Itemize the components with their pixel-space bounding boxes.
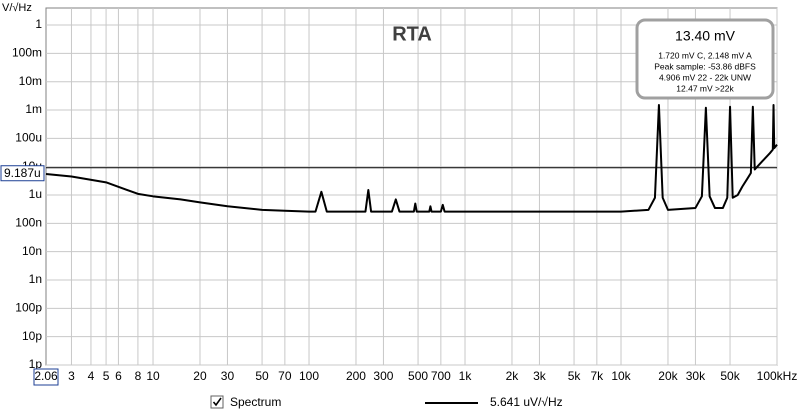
x-tick-label: 100kHz: [757, 369, 798, 383]
chart-title: RTA: [392, 23, 432, 45]
y-axis-label: V/√Hz: [2, 2, 32, 14]
info-title: 13.40 mV: [675, 28, 736, 44]
y-tick-label: 10m: [19, 74, 42, 88]
info-line: 12.47 mV >22k: [676, 83, 734, 93]
x-tick-label: 500: [408, 369, 428, 383]
x-tick-label: 200: [346, 369, 366, 383]
cursor-label-box: [0, 165, 45, 182]
x-tick-label: 20: [193, 369, 207, 383]
cursor-label-box: [33, 368, 59, 386]
y-tick-label: 1p: [29, 357, 43, 371]
info-line: 1.720 mV C, 2.148 mV A: [658, 50, 752, 60]
cursor-y-label: 9.187u: [4, 166, 41, 180]
y-tick-label: 10n: [22, 244, 42, 258]
x-tick-label: 7k: [591, 369, 605, 383]
y-tick-label: 1u: [29, 187, 42, 201]
y-tick-label: 100u: [15, 131, 42, 145]
info-box: [635, 18, 775, 100]
y-tick-label: 1n: [29, 272, 42, 286]
y-tick-label: 100m: [12, 46, 42, 60]
x-tick-label: 30k: [686, 369, 706, 383]
y-tick-label: 1: [35, 17, 42, 31]
x-tick-label: 10k: [611, 369, 631, 383]
x-tick-label: 100: [299, 369, 319, 383]
x-tick-label: 5k: [568, 369, 582, 383]
x-tick-label: 50k: [720, 369, 740, 383]
x-tick-label: 5: [103, 369, 110, 383]
x-tick-label: 70: [278, 369, 292, 383]
x-tick-label: 700: [431, 369, 451, 383]
legend-label: Spectrum: [230, 395, 281, 409]
x-tick-label: 6: [115, 369, 122, 383]
checkmark: [212, 397, 222, 407]
y-tick-label: 10p: [22, 329, 42, 343]
y-tick-label: 100n: [15, 216, 42, 230]
info-line: Peak sample: -53.86 dBFS: [654, 61, 756, 71]
x-tick-label: 3k: [533, 369, 547, 383]
x-tick-label: 8: [135, 369, 142, 383]
x-tick-label: 50: [255, 369, 269, 383]
y-tick-label: 1m: [25, 102, 42, 116]
x-tick-label: 3: [68, 369, 75, 383]
x-tick-label: 30: [221, 369, 235, 383]
cursor-x-label: 2.06: [34, 369, 58, 383]
x-tick-label: 300: [373, 369, 393, 383]
x-tick-label: 4: [88, 369, 95, 383]
x-tick-label: 10: [146, 369, 160, 383]
legend-checkbox[interactable]: [210, 395, 224, 409]
x-tick-label: 1k: [459, 369, 473, 383]
info-line: 4.906 mV 22 - 22k UNW: [659, 72, 751, 82]
legend-reading: 5.641 uV/√Hz: [490, 395, 563, 409]
y-tick-label: 100p: [15, 301, 42, 315]
spectrum-line: [45, 104, 778, 213]
x-tick-label: 2k: [506, 369, 520, 383]
x-tick-label: 20k: [658, 369, 678, 383]
